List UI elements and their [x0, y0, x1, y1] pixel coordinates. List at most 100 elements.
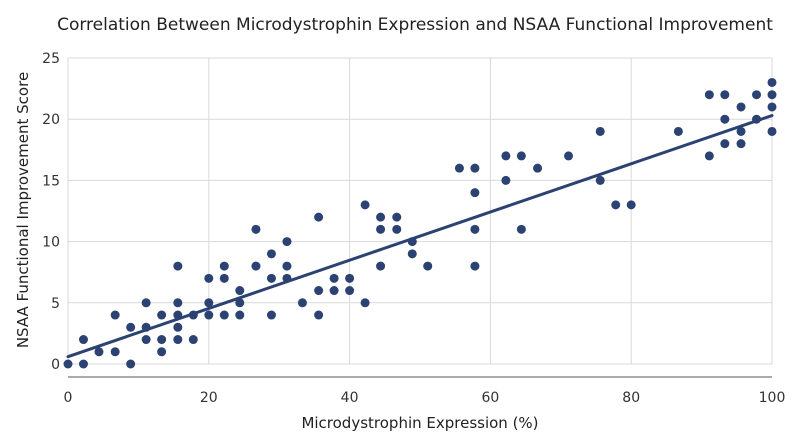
data-point: [470, 188, 480, 198]
data-point: [141, 322, 151, 332]
data-point: [423, 261, 433, 271]
data-point: [329, 273, 339, 283]
trendline: [66, 114, 774, 359]
data-point: [454, 163, 464, 173]
x-tick-label: 0: [64, 390, 73, 406]
data-point: [704, 151, 714, 161]
data-point: [173, 335, 183, 345]
data-point: [767, 126, 777, 136]
data-point: [235, 310, 245, 320]
data-point: [282, 273, 292, 283]
data-point: [767, 90, 777, 100]
data-point: [752, 90, 762, 100]
grid: [67, 57, 773, 365]
data-point: [345, 273, 355, 283]
data-point: [141, 335, 151, 345]
data-point: [392, 224, 402, 234]
data-point: [204, 310, 214, 320]
data-point: [767, 102, 777, 112]
data-point: [173, 261, 183, 271]
x-tick-label: 40: [341, 390, 359, 406]
data-point: [204, 273, 214, 283]
data-point: [501, 175, 511, 185]
data-point: [188, 310, 198, 320]
x-tick-label: 60: [481, 390, 499, 406]
data-point: [407, 249, 417, 259]
data-point: [235, 298, 245, 308]
data-point: [63, 359, 73, 369]
data-point: [720, 90, 730, 100]
data-point: [173, 310, 183, 320]
data-point: [314, 212, 324, 222]
data-point: [204, 298, 214, 308]
data-point: [110, 310, 120, 320]
trendline-layer: [66, 114, 774, 359]
data-point: [173, 322, 183, 332]
data-point: [704, 90, 714, 100]
x-tick-label: 100: [759, 390, 786, 406]
data-point: [533, 163, 543, 173]
y-tick-label: 10: [42, 235, 60, 251]
data-point: [376, 212, 386, 222]
data-point: [595, 126, 605, 136]
data-point: [470, 224, 480, 234]
y-tick-label: 5: [51, 296, 60, 312]
data-point: [251, 224, 261, 234]
data-point: [626, 200, 636, 210]
data-point: [345, 286, 355, 296]
data-point: [767, 77, 777, 87]
data-point: [219, 310, 229, 320]
data-point: [314, 310, 324, 320]
data-point: [501, 151, 511, 161]
data-point: [219, 261, 229, 271]
data-point: [297, 298, 307, 308]
data-point: [392, 212, 402, 222]
data-point: [219, 273, 229, 283]
y-axis-label: NSAA Functional Improvement Score: [14, 72, 32, 348]
y-tick-label: 0: [51, 357, 60, 373]
data-point: [157, 310, 167, 320]
data-point: [126, 322, 136, 332]
x-axis-label: Microdystrophin Expression (%): [301, 414, 538, 432]
data-point: [611, 200, 621, 210]
data-point: [407, 237, 417, 247]
data-point: [360, 200, 370, 210]
data-point: [673, 126, 683, 136]
data-point: [736, 126, 746, 136]
data-point: [736, 139, 746, 149]
data-point: [94, 347, 104, 357]
data-point: [282, 261, 292, 271]
x-tick-label: 80: [622, 390, 640, 406]
y-tick-label: 15: [42, 173, 60, 189]
data-point: [376, 261, 386, 271]
data-point: [314, 286, 324, 296]
data-point: [752, 114, 762, 124]
data-point: [78, 335, 88, 345]
data-point: [235, 286, 245, 296]
data-point: [720, 114, 730, 124]
tick-labels: 0 20 40 60 80 100 0 5 10 15 20 25: [42, 51, 785, 406]
data-point: [470, 261, 480, 271]
data-point: [376, 224, 386, 234]
data-point: [78, 359, 88, 369]
data-point: [282, 237, 292, 247]
data-point: [266, 249, 276, 259]
data-point: [564, 151, 574, 161]
data-point: [110, 347, 120, 357]
data-points: [63, 77, 777, 369]
data-point: [516, 224, 526, 234]
data-point: [516, 151, 526, 161]
data-point: [470, 163, 480, 173]
data-point: [173, 298, 183, 308]
y-tick-label: 25: [42, 51, 60, 67]
data-point: [595, 175, 605, 185]
chart-title: Correlation Between Microdystrophin Expr…: [57, 15, 773, 35]
data-point: [736, 102, 746, 112]
data-point: [157, 347, 167, 357]
data-point: [157, 335, 167, 345]
data-point: [360, 298, 370, 308]
data-point: [720, 139, 730, 149]
data-point: [329, 286, 339, 296]
